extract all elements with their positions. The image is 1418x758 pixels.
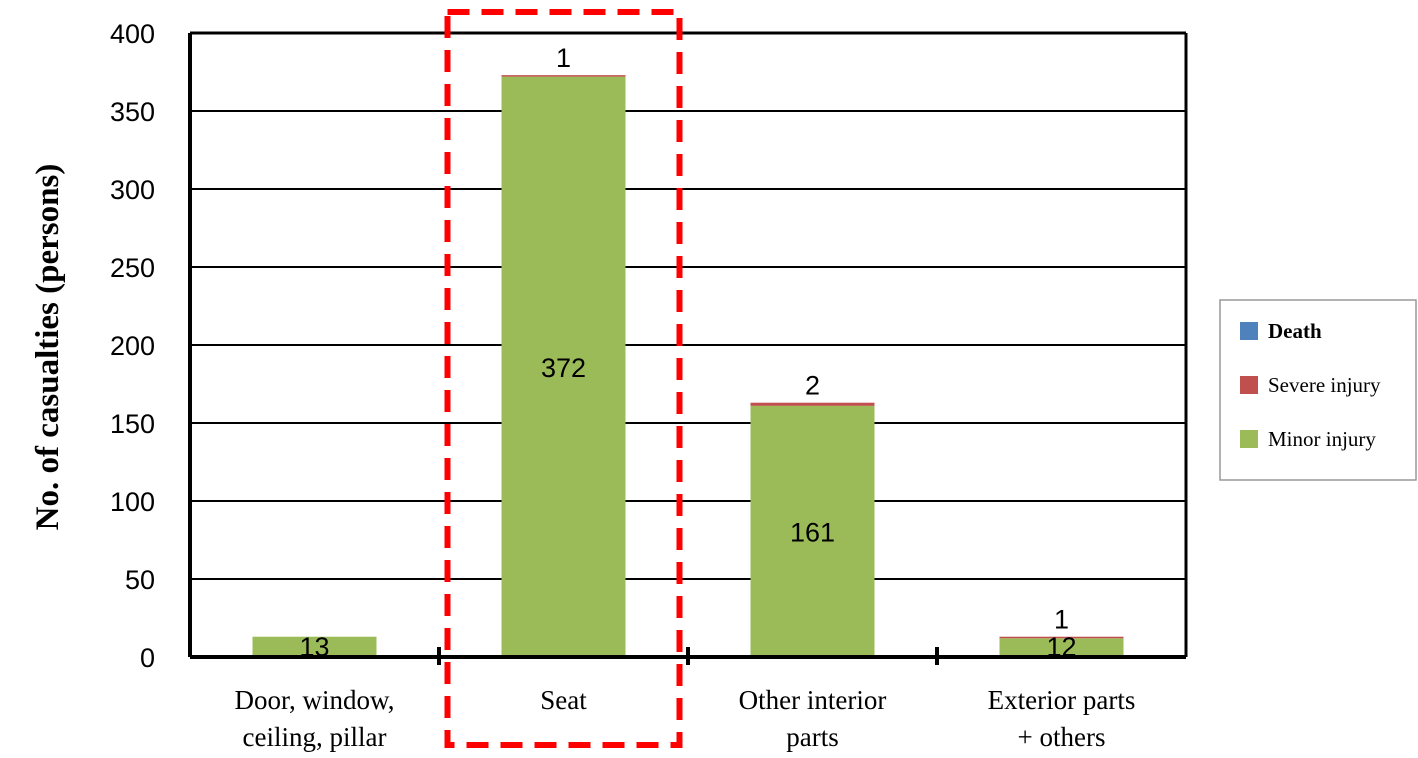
y-tick-label-150: 150 <box>110 409 155 439</box>
legend-label-2: Minor injury <box>1268 427 1376 451</box>
y-axis-label: No. of casualties (persons) <box>30 164 66 531</box>
category-label-3: Exterior parts + others <box>988 685 1136 752</box>
bars <box>252 75 1124 658</box>
gridlines <box>190 110 1186 580</box>
axes <box>188 31 1188 665</box>
y-tick-label-250: 250 <box>110 253 155 283</box>
legend-swatch-2 <box>1240 430 1258 448</box>
category-label-1: Seat <box>540 685 587 715</box>
bar-minor-injury-1 <box>501 76 626 658</box>
legend-label-1: Severe injury <box>1268 373 1381 397</box>
category-label-2: Other interior parts <box>739 685 887 752</box>
y-tick-label-200: 200 <box>110 331 155 361</box>
bar-minor-injury-3 <box>999 638 1124 657</box>
data-label-0: 13 <box>299 632 329 662</box>
y-tick-label-300: 300 <box>110 175 155 205</box>
category-labels: Door, window, ceiling, pillar Seat Other in… <box>235 685 1136 752</box>
y-tick-labels: 0 50 100 150 200 250 300 350 400 <box>110 19 155 673</box>
data-label-5: 12 <box>1046 632 1076 662</box>
data-label-4: 2 <box>805 371 820 401</box>
y-tick-label-50: 50 <box>125 565 155 595</box>
category-label-0: Door, window, ceiling, pillar <box>235 685 395 752</box>
y-tick-label-350: 350 <box>110 97 155 127</box>
bar-minor-injury-0 <box>252 636 377 657</box>
data-label-1: 372 <box>541 353 586 383</box>
bar-severe-injury-3 <box>999 636 1124 639</box>
y-tick-label-400: 400 <box>110 19 155 49</box>
bar-minor-injury-2 <box>750 405 875 657</box>
highlight-dashed-rect <box>444 9 683 748</box>
data-label-3: 161 <box>790 517 835 547</box>
legend: Death Severe injury Minor injury <box>1219 299 1417 481</box>
legend-label-0: Death <box>1268 319 1322 343</box>
legend-swatch-1 <box>1240 376 1258 394</box>
data-label-2: 1 <box>556 43 571 73</box>
legend-swatch-0 <box>1240 322 1258 340</box>
bar-severe-injury-2 <box>750 402 875 406</box>
data-label-6: 1 <box>1054 605 1069 635</box>
bar-severe-injury-1 <box>501 75 626 77</box>
y-tick-label-100: 100 <box>110 487 155 517</box>
highlight-box <box>444 9 683 748</box>
y-tick-label-0: 0 <box>140 643 155 673</box>
